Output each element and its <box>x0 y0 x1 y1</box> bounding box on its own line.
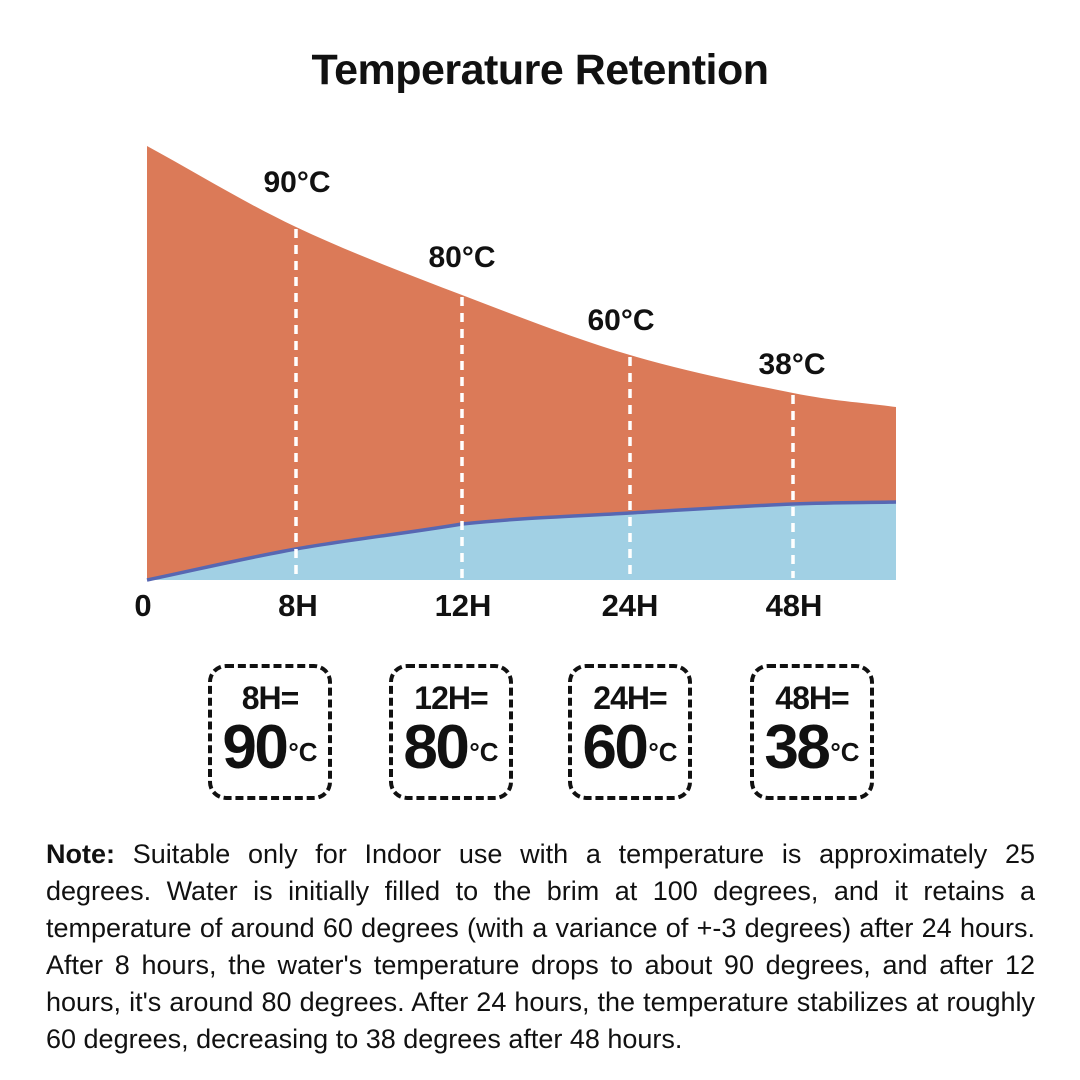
divider-curve <box>146 500 897 582</box>
note-text: Suitable only for Indoor use with a temp… <box>46 839 1035 1054</box>
axis-label-12h: 12H <box>434 588 492 623</box>
temp-label-38c: 38°C <box>758 348 826 381</box>
summary-temp-value: 38 <box>764 712 830 782</box>
axis-label-8h: 8H <box>278 588 318 623</box>
summary-temp-unit: °C <box>648 736 678 767</box>
summary-temp-value: 60 <box>582 712 648 782</box>
temp-label-80c: 80°C <box>428 241 496 274</box>
summary-hours-label: 48H= <box>775 680 849 716</box>
summary-temp-line: 38°C <box>754 716 870 779</box>
axis-label-0: 0 <box>134 588 152 623</box>
summary-temp-line: 80°C <box>393 716 509 779</box>
summary-temp-unit: °C <box>830 736 860 767</box>
chart-title: Temperature Retention <box>311 46 770 94</box>
axis-label-24h: 24H <box>601 588 659 623</box>
note-paragraph: Note: Suitable only for Indoor use with … <box>46 836 1035 1058</box>
dashed-guide-lines <box>294 229 795 578</box>
summary-hours-label: 12H= <box>414 680 488 716</box>
summary-box-24h: 24H= 60°C <box>568 664 692 800</box>
note-label: Note: <box>46 839 115 869</box>
summary-box-12h: 12H= 80°C <box>389 664 513 800</box>
summary-temp-value: 80 <box>403 712 469 782</box>
cool-layer-area <box>147 502 896 580</box>
temperature-area-chart <box>146 146 897 582</box>
temp-label-60c: 60°C <box>587 304 655 337</box>
summary-temp-value: 90 <box>222 712 288 782</box>
hot-water-area <box>147 146 896 580</box>
summary-temp-unit: °C <box>469 736 499 767</box>
summary-temp-unit: °C <box>288 736 318 767</box>
summary-box-48h: 48H= 38°C <box>750 664 874 800</box>
summary-hours-label: 24H= <box>593 680 667 716</box>
temp-label-90c: 90°C <box>263 166 331 199</box>
summary-hours-label: 8H= <box>241 680 300 716</box>
summary-temp-line: 90°C <box>212 716 328 779</box>
summary-box-8h: 8H= 90°C <box>208 664 332 800</box>
summary-temp-line: 60°C <box>572 716 688 779</box>
axis-label-48h: 48H <box>765 588 823 623</box>
